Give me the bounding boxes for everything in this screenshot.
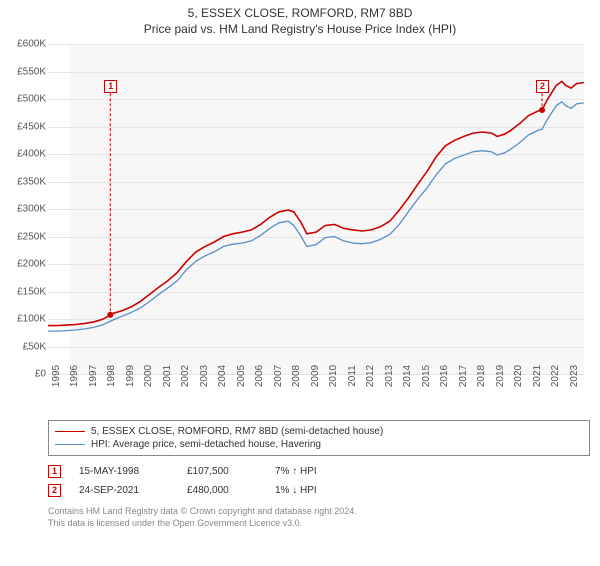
chart-lines xyxy=(48,44,584,374)
y-tick-label: £450K xyxy=(2,121,46,132)
page-title: 5, ESSEX CLOSE, ROMFORD, RM7 8BD xyxy=(0,6,600,20)
y-tick-label: £500K xyxy=(2,94,46,105)
y-tick-label: £250K xyxy=(2,231,46,242)
legend-item: 5, ESSEX CLOSE, ROMFORD, RM7 8BD (semi-d… xyxy=(55,425,583,438)
footer: Contains HM Land Registry data © Crown c… xyxy=(48,506,590,529)
y-tick-label: £550K xyxy=(2,66,46,77)
marker-box-2: 2 xyxy=(536,80,549,93)
x-axis: 1995199619971998199920002001200220032004… xyxy=(48,376,584,412)
y-tick-label: £150K xyxy=(2,286,46,297)
price-event-pct: 7% ↑ HPI xyxy=(275,466,355,477)
footer-line-2: This data is licensed under the Open Gov… xyxy=(48,518,590,530)
legend-swatch xyxy=(55,431,85,432)
y-tick-label: £400K xyxy=(2,149,46,160)
price-event-row: 2 24-SEP-2021 £480,000 1% ↓ HPI xyxy=(48,481,590,500)
price-event-marker: 1 xyxy=(48,465,61,478)
price-event-row: 1 15-MAY-1998 £107,500 7% ↑ HPI xyxy=(48,462,590,481)
footer-line-1: Contains HM Land Registry data © Crown c… xyxy=(48,506,590,518)
marker-box-1: 1 xyxy=(104,80,117,93)
marker-dot-2 xyxy=(539,107,545,113)
series-hpi xyxy=(48,102,584,331)
price-event-date: 24-SEP-2021 xyxy=(79,485,169,496)
legend-label: 5, ESSEX CLOSE, ROMFORD, RM7 8BD (semi-d… xyxy=(91,426,383,437)
legend: 5, ESSEX CLOSE, ROMFORD, RM7 8BD (semi-d… xyxy=(48,420,590,456)
legend-swatch xyxy=(55,444,85,445)
page-subtitle: Price paid vs. HM Land Registry's House … xyxy=(0,22,600,36)
price-event-price: £480,000 xyxy=(187,485,257,496)
y-tick-label: £0 xyxy=(2,369,46,380)
y-tick-label: £200K xyxy=(2,259,46,270)
price-event-price: £107,500 xyxy=(187,466,257,477)
price-event-marker: 2 xyxy=(48,484,61,497)
marker-dot-1 xyxy=(107,312,113,318)
price-event-pct: 1% ↓ HPI xyxy=(275,485,355,496)
legend-item: HPI: Average price, semi-detached house,… xyxy=(55,438,583,451)
y-tick-label: £100K xyxy=(2,314,46,325)
price-chart: £0£50K£100K£150K£200K£250K£300K£350K£400… xyxy=(48,44,584,374)
price-event-date: 15-MAY-1998 xyxy=(79,466,169,477)
y-tick-label: £350K xyxy=(2,176,46,187)
y-tick-label: £600K xyxy=(2,39,46,50)
legend-label: HPI: Average price, semi-detached house,… xyxy=(91,439,321,450)
price-events: 1 15-MAY-1998 £107,500 7% ↑ HPI 2 24-SEP-2021… xyxy=(48,462,590,500)
y-tick-label: £300K xyxy=(2,204,46,215)
y-tick-label: £50K xyxy=(2,341,46,352)
series-property xyxy=(48,81,584,325)
y-axis: £0£50K£100K£150K£200K£250K£300K£350K£400… xyxy=(2,44,46,374)
